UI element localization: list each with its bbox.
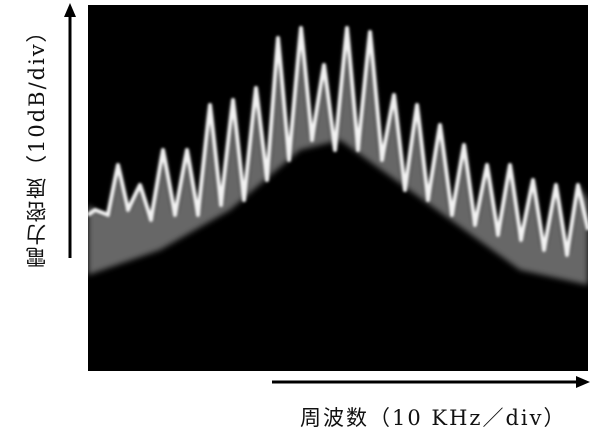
y-axis-label: 電力密度（10dB/div） xyxy=(22,4,52,284)
spectrum-figure xyxy=(0,0,592,438)
x-arrowhead xyxy=(576,376,590,388)
x-axis-label: 周波数（10 KHz／div） xyxy=(300,402,567,432)
y-arrowhead xyxy=(64,3,76,17)
figure: 電力密度（10dB/div） 周波数（10 KHz／div） xyxy=(0,0,592,438)
